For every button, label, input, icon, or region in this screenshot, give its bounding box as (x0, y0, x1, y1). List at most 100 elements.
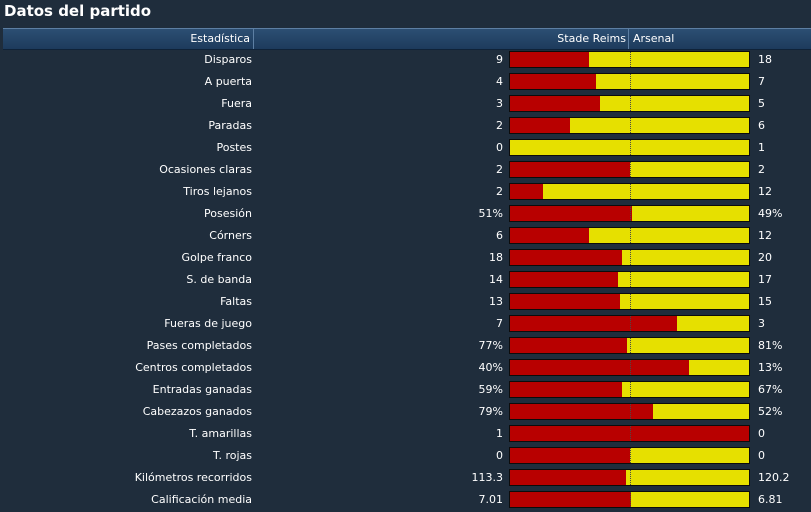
home-share-fill (510, 272, 618, 287)
stat-row: Fuera 3 5 (0, 93, 811, 115)
stat-row: Golpe franco 18 20 (0, 247, 811, 269)
away-value: 13% (758, 361, 783, 374)
bar-midline (630, 382, 631, 397)
comparison-bar (509, 117, 750, 134)
column-header-statistic[interactable]: Estadística (3, 29, 254, 49)
home-value: 1 (496, 427, 503, 440)
comparison-bar (509, 51, 750, 68)
stat-row: Pases completados 77% 81% (0, 335, 811, 357)
stat-row: Cabezazos ganados 79% 52% (0, 401, 811, 423)
home-value: 51% (478, 207, 503, 220)
home-share-fill (510, 206, 632, 221)
home-share-fill (510, 360, 690, 375)
home-value: 0 (496, 449, 503, 462)
comparison-bar (509, 73, 750, 90)
stat-row: Córners 6 12 (0, 225, 811, 247)
stat-label: Faltas (220, 295, 252, 308)
comparison-bar (509, 139, 750, 156)
home-share-fill (510, 470, 626, 485)
stat-row: Fueras de juego 7 3 (0, 313, 811, 335)
stat-label: Fueras de juego (164, 317, 252, 330)
stat-label: Pases completados (146, 339, 252, 352)
comparison-bar (509, 337, 750, 354)
bar-midline (630, 118, 631, 133)
stat-row: Postes 0 1 (0, 137, 811, 159)
home-share-fill (510, 316, 678, 331)
home-share-fill (510, 250, 623, 265)
home-value: 0 (496, 141, 503, 154)
away-value: 3 (758, 317, 765, 330)
away-value: 0 (758, 449, 765, 462)
stat-label: Kilómetros recorridos (134, 471, 252, 484)
home-share-fill (510, 338, 628, 353)
home-value: 7 (496, 317, 503, 330)
comparison-bar (509, 491, 750, 508)
home-share-fill (510, 448, 630, 463)
stat-label: Centros completados (135, 361, 252, 374)
bar-midline (630, 162, 631, 177)
stat-label: Fuera (221, 97, 252, 110)
home-value: 77% (478, 339, 503, 352)
stat-label: Disparos (204, 53, 252, 66)
stat-row: Faltas 13 15 (0, 291, 811, 313)
away-value: 6 (758, 119, 765, 132)
home-share-fill (510, 294, 620, 309)
stat-label: S. de banda (186, 273, 252, 286)
stat-row: S. de banda 14 17 (0, 269, 811, 291)
column-header-home-team[interactable]: Stade Reims (255, 29, 629, 49)
bar-midline (630, 360, 631, 375)
home-value: 113.3 (471, 471, 504, 484)
page-title: Datos del partido (4, 2, 152, 20)
stat-label: Paradas (208, 119, 252, 132)
stat-row: T. amarillas 1 0 (0, 423, 811, 445)
comparison-bar (509, 469, 750, 486)
stats-rows: Disparos 9 18 A puerta 4 7 Fuera 3 5 Paradas 2 6 Pos… (0, 49, 811, 511)
stat-label: T. rojas (213, 449, 252, 462)
home-share-fill (510, 228, 589, 243)
stat-label: A puerta (204, 75, 252, 88)
stat-label: Golpe franco (181, 251, 252, 264)
stat-row: Disparos 9 18 (0, 49, 811, 71)
away-value: 67% (758, 383, 783, 396)
home-value: 7.01 (478, 493, 504, 506)
bar-midline (630, 184, 631, 199)
stat-row: Entradas ganadas 59% 67% (0, 379, 811, 401)
comparison-bar (509, 227, 750, 244)
away-value: 6.81 (758, 493, 783, 506)
comparison-bar (509, 205, 750, 222)
away-value: 17 (758, 273, 772, 286)
bar-midline (630, 294, 631, 309)
away-value: 49% (758, 207, 783, 220)
stat-row: Kilómetros recorridos 113.3 120.2 (0, 467, 811, 489)
home-value: 2 (496, 185, 503, 198)
away-value: 2 (758, 163, 765, 176)
comparison-bar (509, 425, 750, 442)
away-value: 12 (758, 185, 772, 198)
stat-row: A puerta 4 7 (0, 71, 811, 93)
comparison-bar (509, 403, 750, 420)
home-share-fill (510, 184, 544, 199)
stat-label: Cabezazos ganados (142, 405, 252, 418)
home-value: 18 (489, 251, 503, 264)
stat-label: Córners (209, 229, 252, 242)
bar-midline (630, 250, 631, 265)
bar-midline (630, 426, 631, 441)
comparison-bar (509, 447, 750, 464)
stat-label: Ocasiones claras (159, 163, 252, 176)
away-value: 52% (758, 405, 783, 418)
column-header-away-team[interactable]: Arsenal (633, 32, 675, 45)
home-share-fill (510, 96, 600, 111)
comparison-bar (509, 249, 750, 266)
home-value: 79% (478, 405, 503, 418)
bar-midline (630, 338, 631, 353)
stat-label: Entradas ganadas (152, 383, 252, 396)
column-header-statistic-label: Estadística (190, 32, 250, 45)
stats-table-header: Estadística Stade Reims Arsenal (3, 28, 811, 50)
home-share-fill (510, 426, 749, 441)
stat-row: Calificación media 7.01 6.81 (0, 489, 811, 511)
stat-label: Postes (216, 141, 252, 154)
away-value: 81% (758, 339, 783, 352)
home-value: 40% (478, 361, 503, 374)
bar-midline (630, 228, 631, 243)
stat-label: Tiros lejanos (183, 185, 252, 198)
